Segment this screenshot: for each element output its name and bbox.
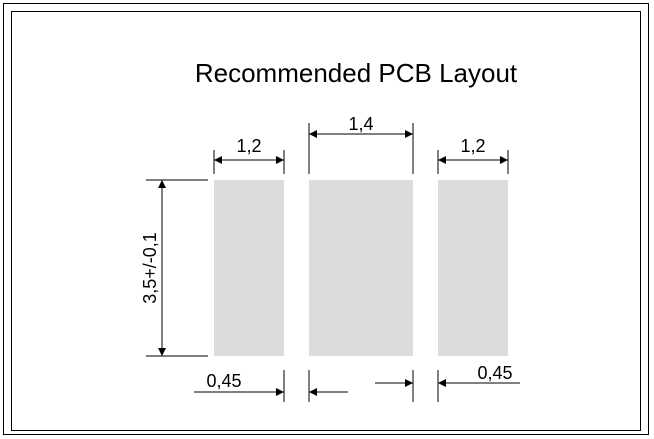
dimension-right-pad-width bbox=[437, 150, 509, 174]
label-right-pad-width: 1,2 bbox=[460, 136, 485, 156]
label-left-pad-width: 1,2 bbox=[236, 136, 261, 156]
drawing-border-outer bbox=[3, 3, 649, 435]
pad-left bbox=[214, 180, 284, 356]
drawing-title: Recommended PCB Layout bbox=[194, 58, 518, 88]
label-gap-right: 0,45 bbox=[477, 363, 512, 383]
pad-right bbox=[438, 180, 508, 356]
pad-center bbox=[309, 180, 413, 356]
dimension-pad-height bbox=[146, 179, 208, 357]
drawing-border-inner bbox=[11, 11, 641, 431]
dimension-gap-left bbox=[194, 370, 348, 402]
label-center-pad-width: 1,4 bbox=[348, 114, 373, 134]
label-gap-left: 0,45 bbox=[206, 371, 241, 391]
dimension-center-pad-width bbox=[308, 123, 414, 174]
dimension-gap-right bbox=[375, 370, 520, 402]
label-pad-height: 3,5+/-0,1 bbox=[140, 232, 160, 304]
dimension-left-pad-width bbox=[213, 150, 285, 174]
